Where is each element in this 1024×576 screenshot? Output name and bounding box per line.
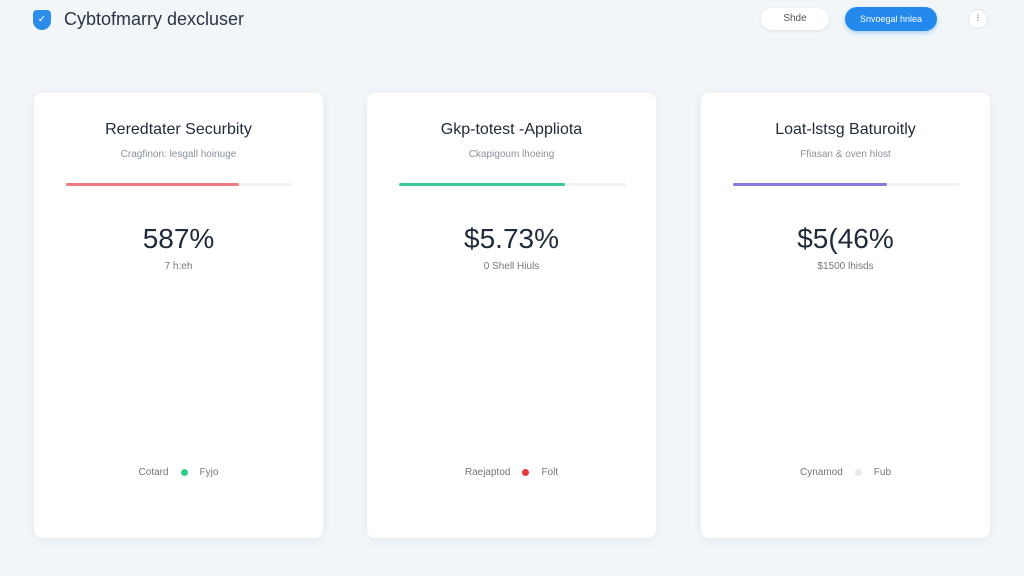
card-title: Gkp-totest -Appliota [440,121,583,138]
status-dot-icon [522,469,530,476]
status-dot-icon [854,469,862,476]
progress-fill [733,183,888,186]
legend-left-label: Raejaptod [464,467,511,478]
progress-fill [399,183,565,186]
card-note: $1500 lhisds [817,261,874,272]
card-legend: Raejaptod Folt [367,467,656,478]
progress-bar [399,183,626,186]
progress-bar [733,183,960,186]
shield-logo-icon: ✓ [33,10,51,30]
card-title: Reredtater Securbity [105,121,252,138]
app-title: Cybtofmarry dexcluser [64,9,245,29]
more-options-icon[interactable]: ⁝ [968,9,988,29]
metric-card: Reredtater Securbity Cragfinon: lesgall … [34,93,323,538]
legend-right-label: Fyjo [199,467,219,478]
share-button[interactable]: Shde [761,8,829,30]
metric-card: Loat-lstsg Baturoitly Ffiasan & oven hlo… [701,93,990,538]
card-note: 0 Shell Hiuls [483,261,540,272]
card-value: $5(46% [797,223,894,254]
legend-right-label: Folt [541,467,559,478]
card-legend: Cynamod Fub [701,467,990,478]
card-title: Loat-lstsg Baturoitly [775,121,916,138]
legend-left-label: Cynamod [799,467,843,478]
card-subtitle: Cragfinon: lesgall hoinuge [120,149,237,160]
progress-fill [66,183,239,186]
legend-left-label: Cotard [138,467,169,478]
card-subtitle: Ffiasan & oven hlost [800,149,891,160]
status-dot-icon [180,469,188,476]
legend-right-label: Fub [873,467,892,478]
card-note: 7 h:eh [164,261,193,272]
progress-bar [66,183,293,186]
card-value: 587% [142,223,215,254]
card-subtitle: Ckapigoum lhoeing [468,149,555,160]
card-value: $5.73% [464,223,559,254]
metric-card: Gkp-totest -Appliota Ckapigoum lhoeing $… [367,93,656,538]
primary-action-button[interactable]: Snvoegal hnlea [845,7,937,31]
card-legend: Cotard Fyjo [34,467,323,478]
